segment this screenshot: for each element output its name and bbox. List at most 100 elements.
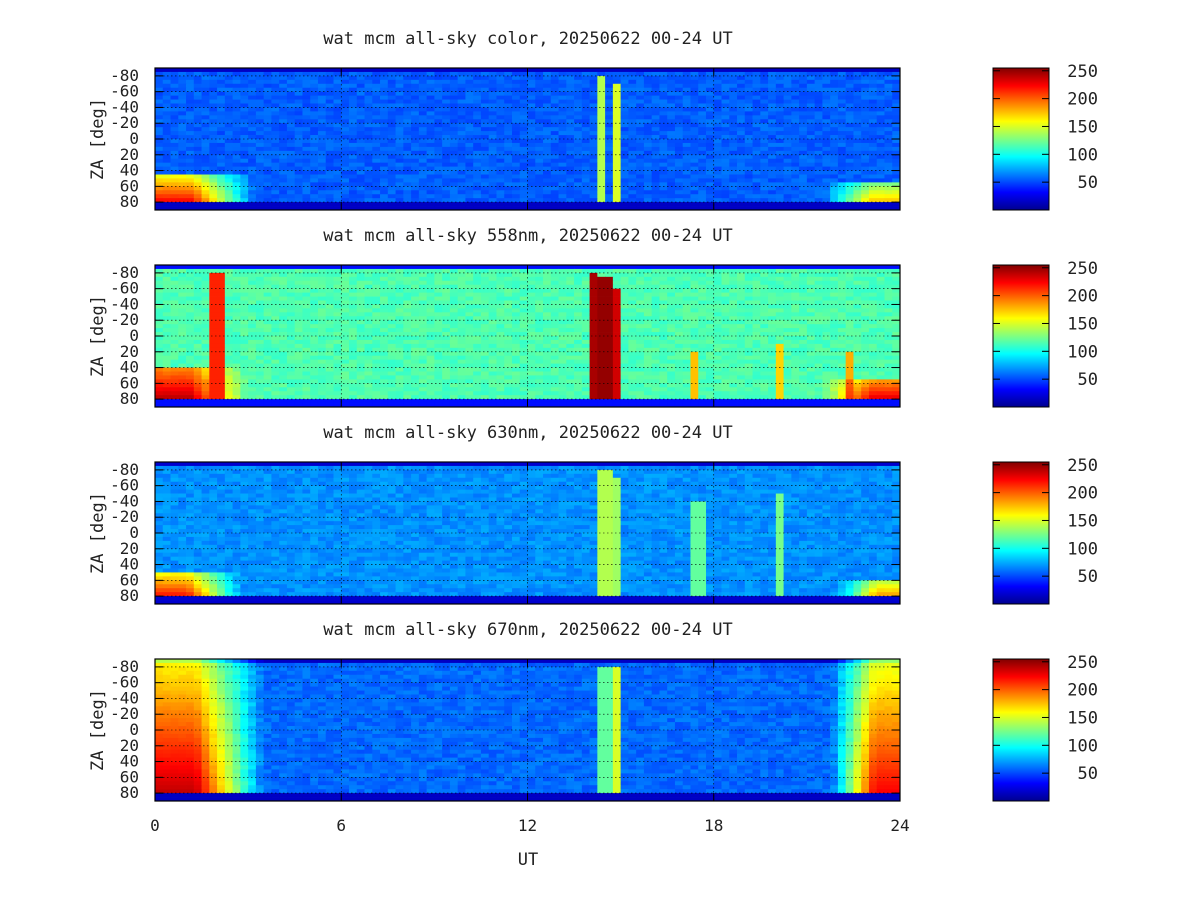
heatmap-cell	[286, 83, 296, 89]
heatmap-cell	[178, 308, 187, 313]
heatmap-cell	[286, 79, 296, 85]
heatmap-cell	[178, 111, 187, 116]
heatmap-cell	[581, 280, 590, 286]
heatmap-cell	[713, 186, 722, 191]
heatmap-cell	[643, 107, 653, 112]
heatmap-cell	[426, 304, 435, 309]
heatmap-cell	[659, 103, 668, 108]
heatmap-cell	[550, 288, 559, 294]
heatmap-cell	[209, 178, 218, 183]
heatmap-cell	[643, 198, 653, 203]
heatmap-cell	[496, 99, 505, 104]
heatmap-cell	[356, 182, 365, 187]
heatmap-cell	[387, 166, 396, 171]
heatmap-cell	[892, 142, 901, 148]
heatmap-cell	[201, 139, 210, 144]
heatmap-cell	[449, 194, 459, 199]
heatmap-cell	[690, 182, 699, 187]
heatmap-cell	[395, 288, 404, 294]
heatmap-cell	[403, 111, 412, 116]
heatmap-cell	[186, 265, 195, 270]
heatmap-cell	[822, 284, 831, 290]
heatmap-cell	[255, 265, 265, 270]
heatmap-cell	[224, 87, 233, 93]
heatmap-cell	[682, 131, 691, 136]
heatmap-cell	[752, 68, 761, 73]
heatmap-cell	[799, 127, 808, 132]
heatmap-cell	[395, 202, 404, 207]
heatmap-cell	[511, 300, 521, 305]
heatmap-cell	[480, 280, 490, 286]
heatmap-cell	[496, 135, 505, 140]
heatmap-cell	[589, 202, 598, 207]
heatmap-cell	[317, 194, 327, 199]
heatmap-cell	[232, 166, 241, 171]
heatmap-cell	[729, 170, 738, 175]
heatmap-cell	[550, 296, 559, 301]
heatmap-cell	[550, 312, 559, 317]
heatmap-cell	[535, 146, 544, 152]
heatmap-cell	[845, 95, 854, 100]
heatmap-cell	[364, 131, 373, 136]
heatmap-cell	[791, 146, 800, 152]
heatmap-cell	[744, 170, 753, 175]
heatmap-cell	[876, 158, 885, 164]
heatmap-cell	[473, 162, 482, 168]
heatmap-cell	[403, 202, 412, 207]
heatmap-cell	[411, 154, 420, 160]
heatmap-cell	[201, 119, 210, 124]
heatmap-cell	[543, 284, 552, 290]
heatmap-cell	[892, 276, 901, 282]
heatmap-cell	[837, 146, 847, 152]
heatmap-cell	[349, 272, 358, 278]
heatmap-cell	[527, 198, 536, 203]
heatmap-cell	[418, 87, 428, 93]
heatmap-cell	[799, 198, 808, 203]
heatmap-cell	[473, 304, 482, 309]
heatmap-cell	[791, 150, 800, 156]
heatmap-cell	[310, 83, 319, 89]
heatmap-cell	[574, 316, 583, 321]
heatmap-cell	[837, 83, 847, 89]
heatmap-cell	[155, 166, 164, 171]
heatmap-cell	[806, 265, 816, 270]
heatmap-cell	[449, 296, 459, 301]
heatmap-cell	[667, 288, 676, 294]
heatmap-cell	[690, 190, 699, 195]
heatmap-cell	[682, 111, 691, 116]
heatmap-cell	[356, 194, 365, 199]
heatmap-cell	[806, 142, 816, 148]
heatmap-cell	[667, 162, 676, 168]
heatmap-cell	[643, 142, 653, 148]
heatmap-cell	[356, 95, 365, 100]
heatmap-cell	[341, 123, 350, 128]
heatmap-cell	[760, 174, 769, 179]
heatmap-cell	[589, 174, 598, 179]
heatmap-cell	[527, 284, 536, 290]
heatmap-cell	[853, 312, 862, 317]
heatmap-cell	[380, 316, 389, 321]
heatmap-cell	[162, 272, 171, 278]
heatmap-cell	[224, 115, 233, 120]
heatmap-cell	[387, 308, 396, 313]
heatmap-cell	[403, 268, 412, 274]
heatmap-cell	[597, 292, 606, 297]
heatmap-cell	[643, 95, 653, 100]
heatmap-cell	[814, 182, 823, 187]
heatmap-cell	[209, 166, 218, 171]
heatmap-cell	[884, 170, 893, 175]
heatmap-cell	[768, 182, 777, 187]
heatmap-cell	[255, 127, 265, 132]
heatmap-cell	[853, 103, 862, 108]
heatmap-cell	[511, 158, 521, 164]
heatmap-cell	[721, 115, 730, 120]
heatmap-cell	[449, 68, 459, 73]
heatmap-cell	[690, 71, 699, 77]
heatmap-cell	[713, 83, 722, 89]
heatmap-cell	[612, 320, 622, 325]
heatmap-cell	[155, 87, 164, 93]
heatmap-cell	[209, 312, 218, 317]
heatmap-cell	[643, 316, 653, 321]
heatmap-cell	[473, 146, 482, 152]
heatmap-cell	[884, 75, 893, 81]
